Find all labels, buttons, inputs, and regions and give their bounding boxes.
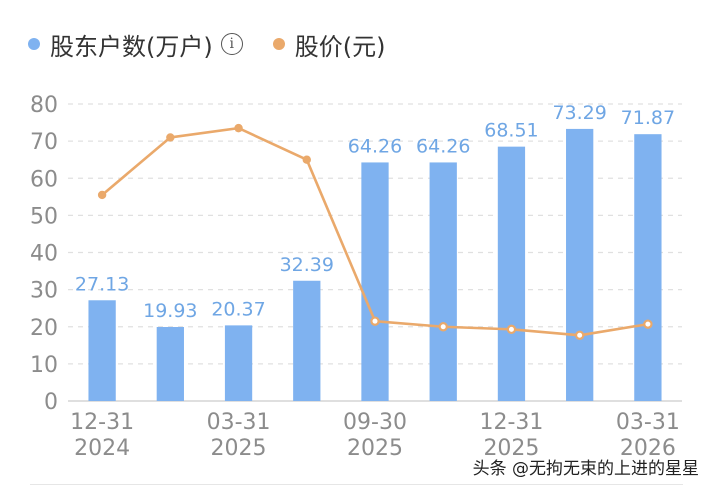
bar-7 <box>566 128 594 401</box>
legend: 股东户数(万户) i 股价(元) <box>28 26 415 62</box>
price-point-1 <box>166 133 175 142</box>
y-tick-label-80: 80 <box>30 93 58 118</box>
price-point-8 <box>643 319 653 329</box>
legend-item-holders[interactable]: 股东户数(万户) i <box>28 27 243 62</box>
bar-2 <box>224 325 253 401</box>
bar-1 <box>156 327 184 401</box>
y-tick-label-0: 0 <box>44 390 58 415</box>
bar-label-3: 32.39 <box>280 254 334 276</box>
y-tick-label-70: 70 <box>30 130 58 155</box>
price-point-6 <box>506 324 517 335</box>
price-point-3 <box>302 155 311 164</box>
bar-label-7: 73.29 <box>552 102 606 124</box>
price-point-0 <box>97 190 107 200</box>
y-tick-label-20: 20 <box>30 316 58 341</box>
bar-label-6: 68.51 <box>484 120 538 142</box>
x-tick-label-8-line2: 2026 <box>620 436 676 461</box>
info-icon[interactable]: i <box>220 33 243 55</box>
bar-3 <box>293 280 321 401</box>
x-tick-label-6-line1: 12-31 <box>479 410 543 435</box>
legend-label-holders: 股东户数(万户) <box>50 32 213 61</box>
y-tick-label-60: 60 <box>30 167 58 192</box>
x-tick-label-2-line2: 2025 <box>211 436 267 461</box>
bar-label-0: 27.13 <box>75 273 129 295</box>
price-point-2 <box>234 123 243 133</box>
bar-label-2: 20.37 <box>211 298 265 320</box>
x-tick-label-4-line2: 2025 <box>347 436 403 461</box>
bar-0 <box>88 300 116 401</box>
legend-marker-holders <box>28 38 40 50</box>
x-tick-label-6-line2: 2025 <box>483 436 539 461</box>
x-tick-label-0-line2: 2024 <box>74 436 130 461</box>
bar-label-1: 19.93 <box>143 300 197 322</box>
y-tick-label-40: 40 <box>30 242 58 267</box>
price-point-7 <box>574 330 585 340</box>
bar-5 <box>429 162 457 401</box>
x-tick-label-4-line1: 09-30 <box>343 410 407 435</box>
watermark: 头条 @无拘无束的上进的星星 <box>472 459 699 479</box>
x-tick-label-2-line1: 03-31 <box>207 410 271 435</box>
bar-label-8: 71.87 <box>621 107 675 129</box>
price-point-5 <box>438 322 448 332</box>
bar-label-4: 64.26 <box>348 135 402 157</box>
y-tick-label-50: 50 <box>30 204 58 229</box>
y-tick-label-30: 30 <box>30 279 58 304</box>
bar-label-5: 64.26 <box>416 135 470 157</box>
y-tick-label-10: 10 <box>30 353 58 378</box>
x-tick-label-8-line1: 03-31 <box>616 410 680 435</box>
legend-item-price[interactable]: 股价(元) <box>272 27 386 62</box>
bar-6 <box>497 146 526 401</box>
price-point-4 <box>370 316 380 326</box>
bar-4 <box>361 162 389 401</box>
bar-8 <box>634 134 662 402</box>
x-tick-label-0-line1: 12-31 <box>70 410 134 435</box>
legend-marker-price <box>272 38 285 50</box>
bottom-divider <box>30 484 683 485</box>
legend-label-price: 股价(元) <box>294 32 386 61</box>
